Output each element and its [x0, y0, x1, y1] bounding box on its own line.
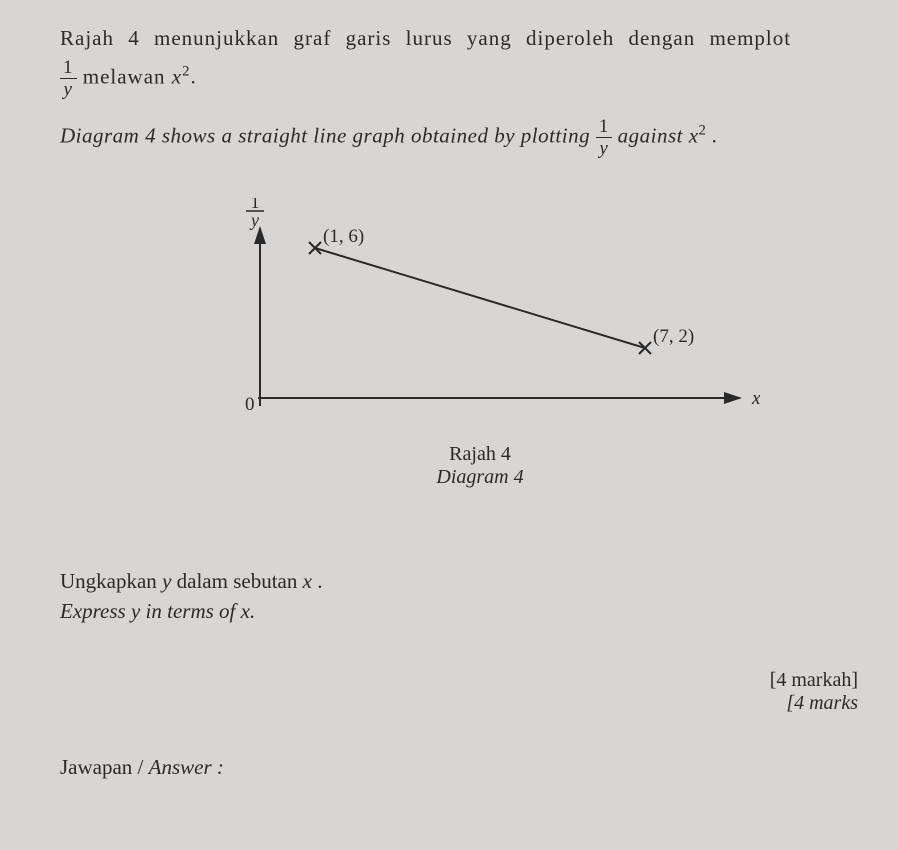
chart-svg: 01yx2 (1, 6) (7, 2): [200, 198, 760, 428]
question-malay: Rajah 4 menunjukkan graf garis lurus yan…: [60, 20, 858, 99]
prompt-malay: Ungkapkan y dalam sebutan x .: [60, 569, 858, 594]
marks: [4 markah] [4 marks: [60, 669, 858, 715]
var-x: x: [172, 64, 182, 88]
malay-line1: Rajah 4 menunjukkan graf garis lurus yan…: [60, 26, 791, 50]
svg-text:(1, 6): (1, 6): [323, 226, 364, 247]
prompt-section: Ungkapkan y dalam sebutan x . Express y …: [60, 569, 858, 624]
diagram-container: 01yx2 (1, 6) (7, 2) Rajah 4 Diagram 4: [200, 198, 760, 489]
diagram-caption: Rajah 4 Diagram 4: [200, 443, 760, 489]
svg-text:y: y: [249, 210, 259, 230]
answer-label: Jawapan / Answer :: [60, 755, 858, 780]
fraction-1y-en: 1 y: [596, 117, 612, 158]
fraction-1y: 1 y: [60, 58, 77, 99]
malay-line2a: melawan: [83, 64, 172, 88]
svg-text:x2: x2: [751, 385, 760, 409]
svg-text:(7, 2): (7, 2): [653, 326, 694, 347]
svg-text:0: 0: [245, 394, 255, 415]
prompt-english: Express y in terms of x.: [60, 599, 858, 624]
question-english: Diagram 4 shows a straight line graph ob…: [60, 117, 858, 158]
